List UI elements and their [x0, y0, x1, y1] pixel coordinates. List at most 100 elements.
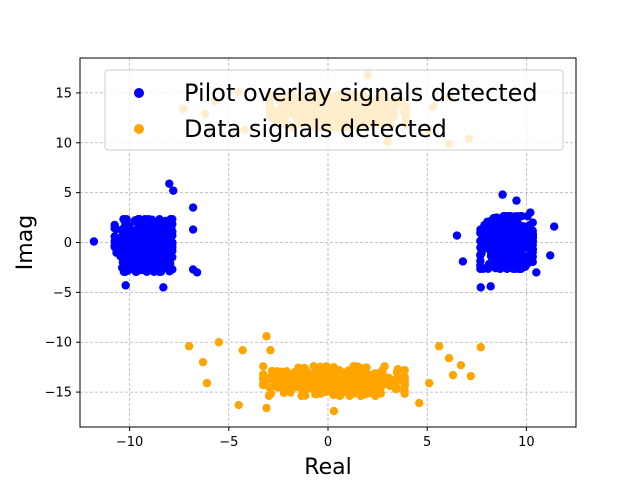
data-point: [188, 203, 198, 212]
data-point: [329, 366, 338, 375]
y-tick-label: 0: [64, 236, 72, 251]
data-point: [329, 406, 339, 416]
data-point: [476, 264, 485, 274]
data-point: [165, 245, 174, 255]
data-point: [476, 283, 485, 292]
data-point: [483, 217, 492, 227]
data-point: [152, 262, 162, 271]
data-point: [370, 369, 380, 378]
x-tick-label: 5: [423, 435, 431, 450]
data-point: [501, 248, 511, 257]
data-point: [169, 186, 178, 195]
data-point: [528, 237, 537, 246]
y-tick-label: 10: [55, 136, 72, 151]
legend-label-pilot: Pilot overlay signals detected: [184, 79, 538, 107]
data-point: [392, 367, 402, 377]
data-point: [515, 264, 525, 274]
data-point: [353, 376, 362, 386]
data-point: [532, 268, 541, 277]
axis-ticks: −10 −5 0 5 10 −15 −10 −5 0 5 10 15: [45, 86, 535, 450]
data-point: [495, 239, 505, 248]
data-point: [168, 265, 177, 274]
data-point: [434, 342, 444, 351]
data-point: [515, 220, 524, 230]
data-point: [155, 233, 165, 242]
data-point: [159, 283, 168, 292]
data-point: [525, 220, 534, 230]
data-point: [521, 238, 530, 247]
data-point: [315, 375, 324, 384]
data-point: [259, 370, 268, 379]
data-point: [279, 381, 289, 390]
data-point: [400, 365, 409, 375]
data-point: [452, 231, 462, 240]
data-point: [499, 211, 509, 221]
x-tick-label: −5: [219, 435, 238, 450]
data-point: [340, 387, 349, 397]
data-point: [490, 232, 499, 242]
data-point: [509, 216, 519, 226]
y-tick-label: −5: [53, 286, 72, 301]
data-point: [112, 243, 121, 253]
data-point: [526, 208, 535, 217]
data-point: [259, 362, 268, 371]
data-point: [89, 237, 99, 246]
data-point: [376, 389, 385, 398]
legend-marker-pilot: [134, 88, 144, 98]
data-point: [528, 248, 537, 257]
data-point: [188, 265, 198, 274]
y-tick-label: −10: [45, 336, 72, 351]
data-point: [214, 338, 224, 347]
x-tick-label: 10: [518, 435, 535, 450]
data-point: [273, 367, 282, 376]
data-point: [456, 360, 466, 370]
data-point: [297, 391, 306, 401]
data-point: [498, 190, 507, 199]
data-point: [166, 214, 175, 224]
data-point: [448, 370, 458, 380]
data-point: [351, 388, 360, 397]
y-tick-label: −15: [45, 386, 72, 401]
data-point: [112, 224, 121, 234]
data-point: [458, 257, 468, 266]
data-point: [198, 357, 208, 367]
data-point: [165, 179, 174, 188]
data-point: [317, 388, 326, 397]
data-point: [155, 220, 164, 229]
data-point: [124, 222, 133, 232]
data-point: [294, 363, 303, 372]
data-point: [234, 400, 243, 410]
legend-label-data: Data signals detected: [184, 115, 447, 143]
data-point: [400, 377, 409, 386]
data-point: [121, 281, 130, 290]
data-point: [131, 227, 141, 236]
data-point: [156, 241, 166, 250]
legend: Pilot overlay signals detected Data sign…: [104, 69, 564, 151]
x-tick-label: −10: [116, 435, 143, 450]
data-point: [188, 225, 198, 234]
x-tick-label: 0: [324, 435, 332, 450]
data-point: [528, 257, 537, 267]
data-point: [476, 343, 485, 352]
data-point: [238, 346, 247, 355]
data-point: [415, 398, 424, 408]
data-point: [521, 258, 530, 268]
data-point: [290, 371, 300, 381]
data-point: [512, 196, 521, 205]
data-point: [341, 369, 350, 379]
data-point: [142, 248, 151, 258]
data-point: [476, 251, 485, 260]
data-point: [303, 382, 312, 392]
data-point: [305, 370, 314, 380]
data-point: [368, 380, 377, 389]
data-point: [349, 370, 358, 379]
data-point: [324, 372, 333, 382]
data-point: [135, 251, 145, 260]
data-point: [514, 231, 524, 240]
data-point: [184, 342, 194, 351]
data-point: [202, 378, 212, 388]
data-point: [508, 264, 518, 274]
data-point: [140, 225, 149, 234]
y-tick-label: 15: [55, 86, 72, 101]
